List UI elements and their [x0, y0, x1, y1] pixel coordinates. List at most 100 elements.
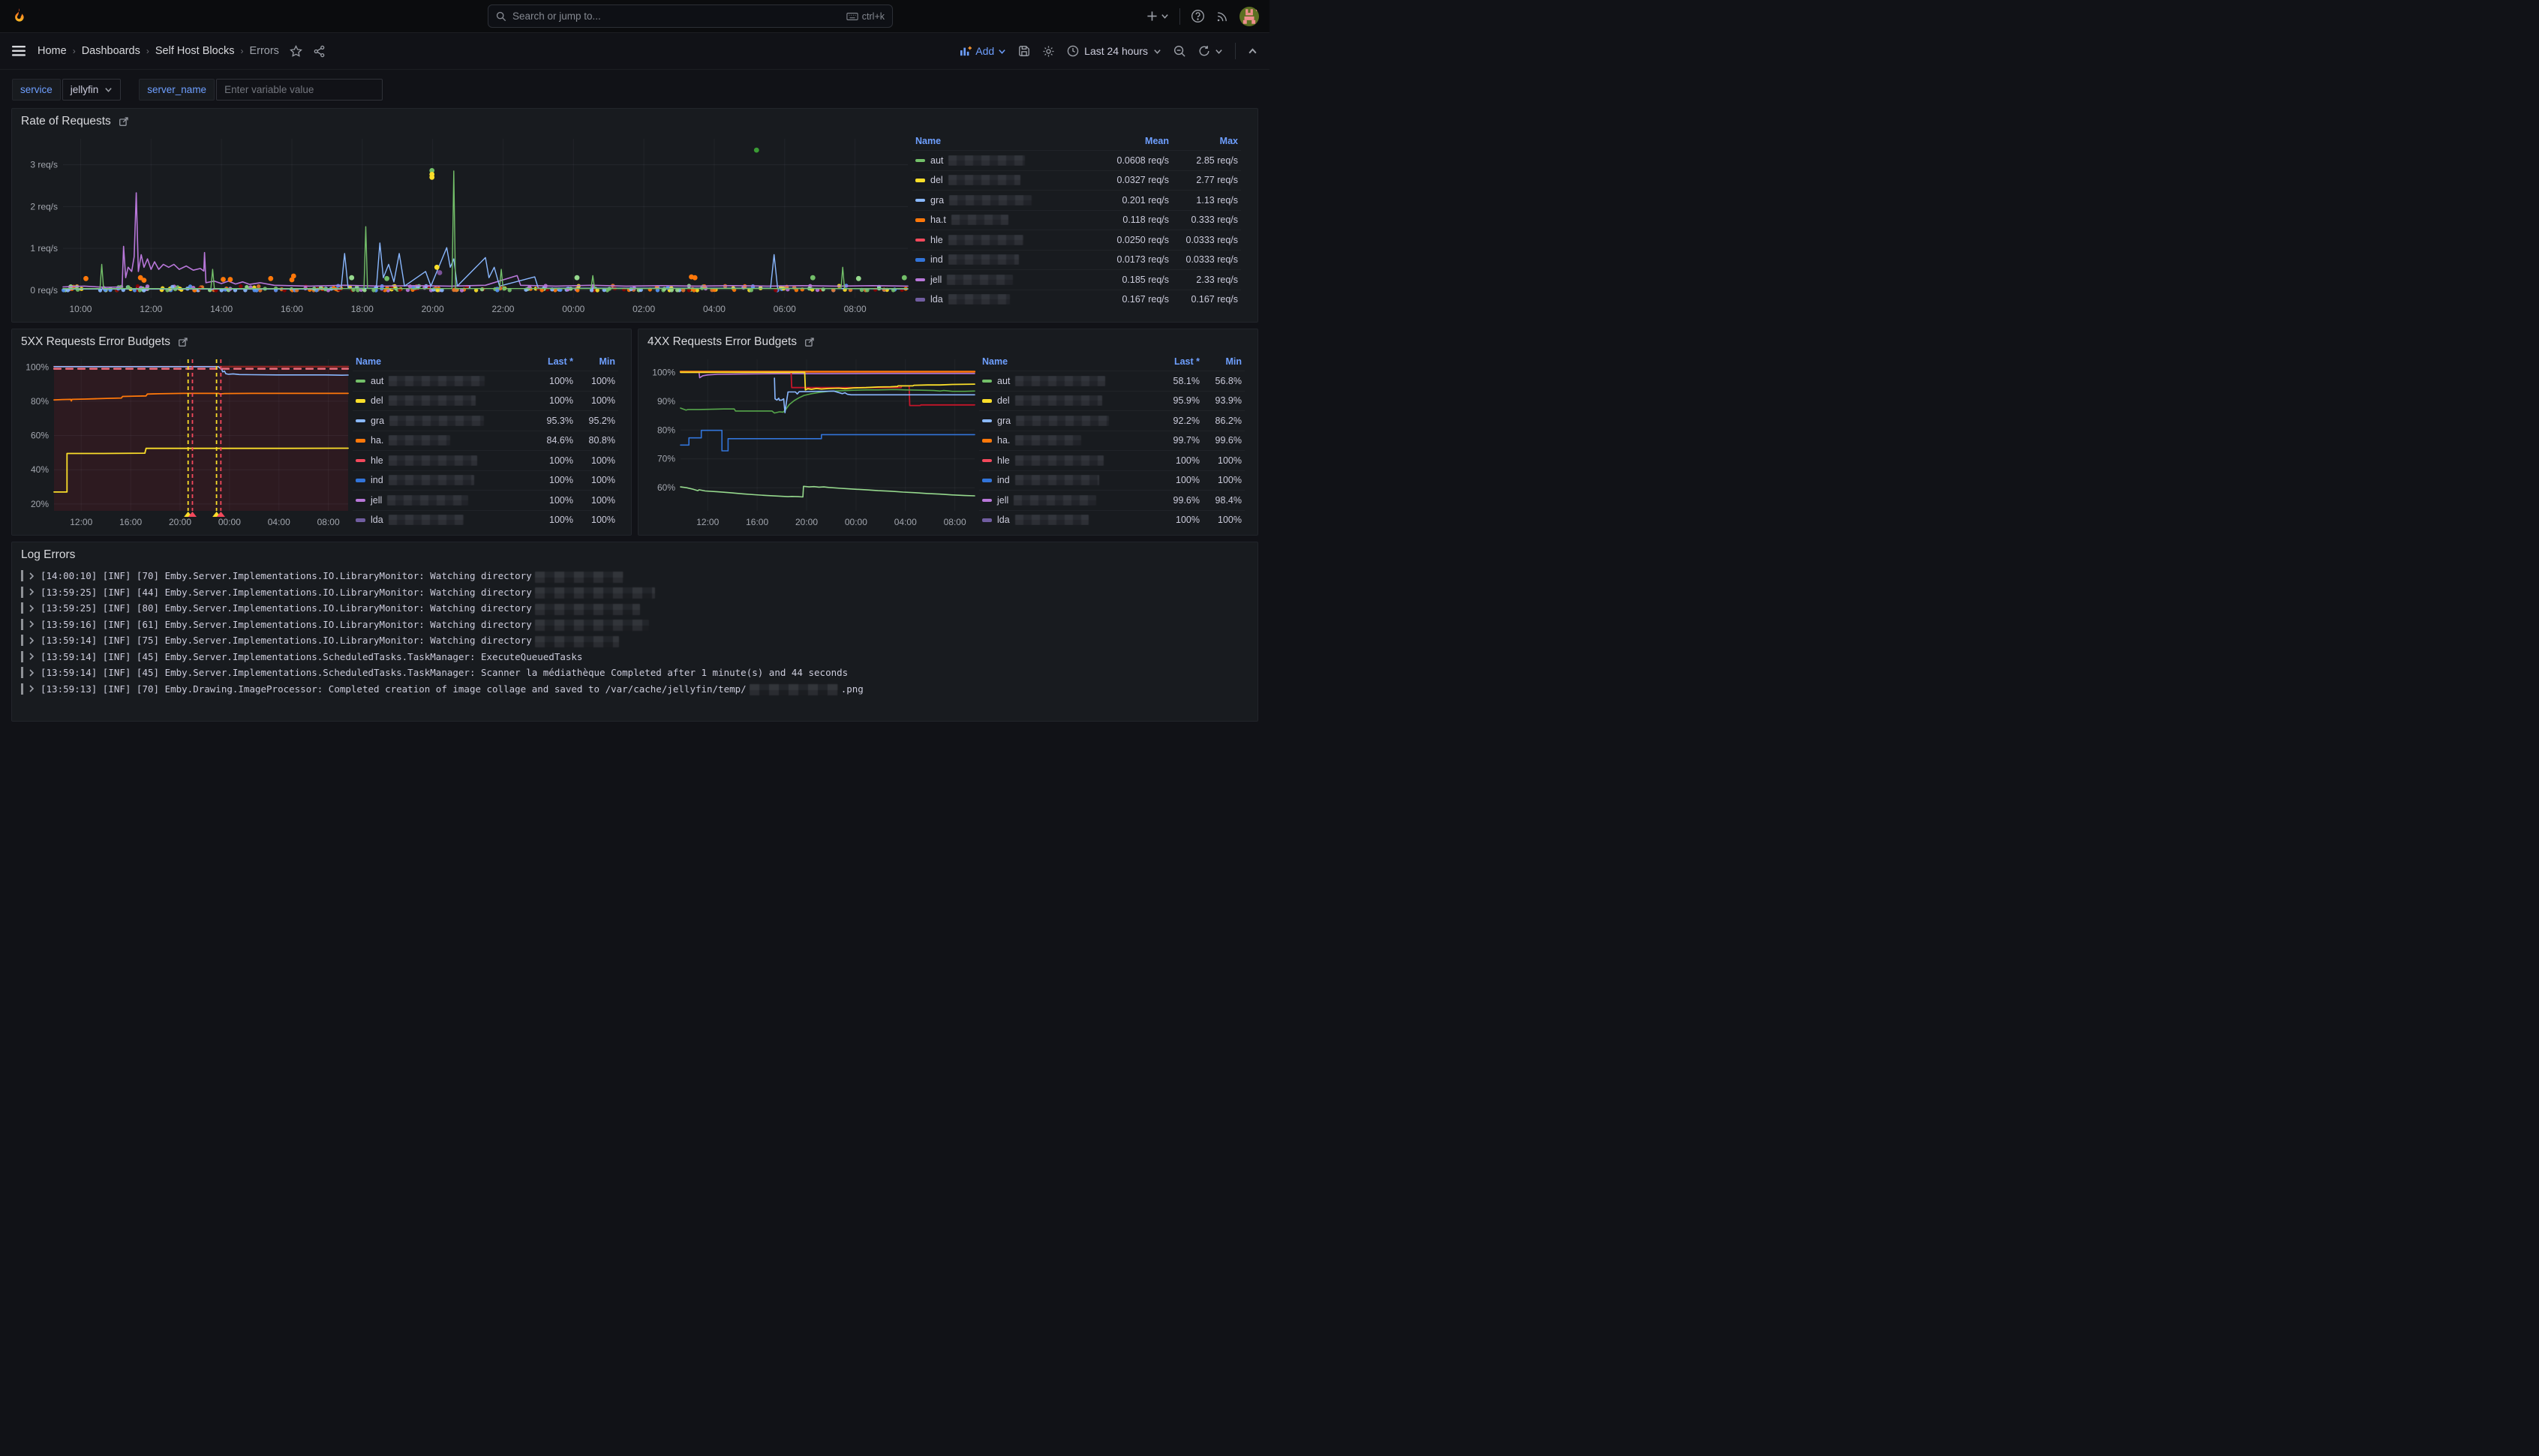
expand-chevron-icon[interactable]: [29, 653, 35, 660]
refresh-icon[interactable]: [1198, 45, 1223, 57]
legend-row[interactable]: aut 100% 100%: [353, 371, 618, 391]
variable-server-name-label: server_name: [139, 79, 215, 101]
5xx-error-budget-chart[interactable]: 12:00 16:00 20:00 00:00 04:00 08:00 20% 40% 60% 8…: [20, 352, 353, 530]
redacted-series-name: [388, 475, 474, 486]
legend-row[interactable]: jell 99.6% 98.4%: [979, 490, 1245, 510]
divider: [1179, 8, 1180, 25]
share-icon[interactable]: [313, 45, 326, 58]
legend-row[interactable]: ind 100% 100%: [353, 470, 618, 491]
legend-col-min[interactable]: Min: [1225, 356, 1242, 367]
legend-col-last[interactable]: Last *: [1173, 356, 1200, 367]
legend-row[interactable]: ind 0.0173 req/s 0.0333 req/s: [912, 249, 1241, 270]
rate-of-requests-chart[interactable]: 10:00 12:00 14:00 16:00 18:00 20:00 22:00 00:00…: [20, 131, 912, 317]
legend-row[interactable]: aut 58.1% 56.8%: [979, 371, 1245, 391]
legend-row[interactable]: hle 100% 100%: [979, 450, 1245, 470]
4xx-error-budget-chart[interactable]: 12:00 16:00 20:00 00:00 04:00 08:00 60% 70% 80% 9…: [646, 352, 979, 530]
legend-row[interactable]: ha.t 0.118 req/s 0.333 req/s: [912, 209, 1241, 230]
panel-title[interactable]: Log Errors: [21, 548, 76, 561]
help-button[interactable]: [1191, 9, 1205, 23]
legend-row[interactable]: del 95.9% 93.9%: [979, 390, 1245, 411]
variable-server-name-input[interactable]: [216, 79, 383, 101]
grafana-logo[interactable]: [11, 8, 28, 25]
legend-col-min[interactable]: Min: [599, 356, 615, 367]
legend-row[interactable]: ha. 99.7% 99.6%: [979, 430, 1245, 451]
breadcrumb-folder[interactable]: Self Host Blocks: [155, 45, 235, 57]
expand-chevron-icon[interactable]: [29, 620, 35, 628]
log-row[interactable]: [13:59:14] [INF] [45] Emby.Server.Implem…: [21, 649, 1248, 665]
log-row[interactable]: [13:59:14] [INF] [45] Emby.Server.Implem…: [21, 665, 1248, 681]
series-name: aut: [997, 375, 1011, 386]
log-row[interactable]: [13:59:14] [INF] [75] Emby.Server.Implem…: [21, 632, 1248, 649]
external-link-icon[interactable]: [119, 116, 129, 127]
legend-row[interactable]: gra 92.2% 86.2%: [979, 410, 1245, 431]
svg-text:18:00: 18:00: [351, 304, 374, 314]
dashboard-settings-icon[interactable]: [1042, 45, 1055, 58]
zoom-out-icon[interactable]: [1173, 45, 1186, 58]
news-icon[interactable]: [1215, 10, 1229, 23]
log-row[interactable]: [13:59:25] [INF] [80] Emby.Server.Implem…: [21, 600, 1248, 617]
expand-chevron-icon[interactable]: [29, 685, 35, 692]
avatar[interactable]: [1239, 6, 1259, 26]
legend-row[interactable]: gra 95.3% 95.2%: [353, 410, 618, 431]
redacted-series-name: [389, 375, 485, 386]
svg-text:60%: 60%: [657, 482, 675, 493]
collapse-up-icon[interactable]: [1248, 47, 1257, 56]
new-button[interactable]: [1146, 11, 1169, 22]
expand-chevron-icon[interactable]: [29, 637, 35, 644]
add-button[interactable]: Add: [960, 45, 1006, 57]
redacted-log-text: [534, 587, 655, 599]
expand-chevron-icon[interactable]: [29, 669, 35, 677]
save-dashboard-icon[interactable]: [1018, 45, 1030, 57]
panel-4xx-error-budgets: 4XX Requests Error Budgets 12:00 16:00 20:…: [638, 329, 1258, 536]
legend-row[interactable]: del 0.0327 req/s 2.77 req/s: [912, 170, 1241, 191]
svg-text:16:00: 16:00: [281, 304, 303, 314]
variable-service-picker[interactable]: jellyfin: [62, 79, 122, 101]
panel-title[interactable]: Rate of Requests: [21, 115, 111, 128]
log-row[interactable]: [13:59:13] [INF] [70] Emby.Drawing.Image…: [21, 681, 1248, 698]
legend-row[interactable]: lda 0.167 req/s 0.167 req/s: [912, 289, 1241, 310]
log-row[interactable]: [13:59:16] [INF] [61] Emby.Server.Implem…: [21, 617, 1248, 633]
svg-text:22:00: 22:00: [491, 304, 514, 314]
redacted-series-name: [389, 435, 451, 446]
panel-title[interactable]: 5XX Requests Error Budgets: [21, 335, 171, 348]
legend-row[interactable]: ind 100% 100%: [979, 470, 1245, 491]
redacted-log-text: [534, 603, 640, 615]
menu-icon[interactable]: [12, 46, 26, 56]
legend-row[interactable]: hle 100% 100%: [353, 450, 618, 470]
time-range-picker[interactable]: Last 24 hours: [1067, 45, 1161, 57]
search-shortcut: ctrl+k: [846, 11, 885, 22]
log-row[interactable]: [13:59:25] [INF] [44] Emby.Server.Implem…: [21, 584, 1248, 601]
legend-row[interactable]: lda 100% 100%: [979, 509, 1245, 530]
legend-col-name[interactable]: Name: [982, 356, 1008, 367]
legend-col-max[interactable]: Max: [1219, 135, 1238, 146]
legend-row[interactable]: del 100% 100%: [353, 390, 618, 411]
legend-row[interactable]: aut 0.0608 req/s 2.85 req/s: [912, 150, 1241, 170]
legend-col-name[interactable]: Name: [915, 135, 942, 146]
expand-chevron-icon[interactable]: [29, 572, 35, 580]
search-input[interactable]: Search or jump to... ctrl+k: [488, 5, 893, 28]
legend-row[interactable]: hle 0.0250 req/s 0.0333 req/s: [912, 230, 1241, 250]
legend-row[interactable]: gra 0.201 req/s 1.13 req/s: [912, 190, 1241, 210]
external-link-icon[interactable]: [804, 337, 815, 347]
log-row[interactable]: [14:00:10] [INF] [70] Emby.Server.Implem…: [21, 568, 1248, 584]
top-navigation-bar: Search or jump to... ctrl+k: [0, 0, 1270, 33]
legend-col-mean[interactable]: Mean: [1145, 135, 1169, 146]
legend-row[interactable]: ha. 84.6% 80.8%: [353, 430, 618, 451]
log-message: [13:59:16] [INF] [61] Emby.Server.Implem…: [41, 618, 532, 630]
external-link-icon[interactable]: [178, 337, 188, 347]
panel-title[interactable]: 4XX Requests Error Budgets: [648, 335, 798, 348]
legend-col-name[interactable]: Name: [356, 356, 382, 367]
breadcrumb-home[interactable]: Home: [38, 45, 67, 57]
legend-row[interactable]: jell 0.185 req/s 2.33 req/s: [912, 269, 1241, 290]
legend-col-last[interactable]: Last *: [547, 356, 573, 367]
legend-value: 0.333 req/s: [1191, 215, 1238, 226]
legend-row[interactable]: lda 100% 100%: [353, 509, 618, 530]
legend-row[interactable]: jell 100% 100%: [353, 490, 618, 510]
favorite-star-icon[interactable]: [290, 44, 302, 58]
breadcrumb-dashboards[interactable]: Dashboards: [81, 45, 140, 57]
redacted-series-name: [948, 155, 1026, 166]
svg-text:00:00: 00:00: [218, 517, 241, 527]
expand-chevron-icon[interactable]: [29, 605, 35, 612]
svg-text:06:00: 06:00: [774, 304, 796, 314]
expand-chevron-icon[interactable]: [29, 588, 35, 596]
